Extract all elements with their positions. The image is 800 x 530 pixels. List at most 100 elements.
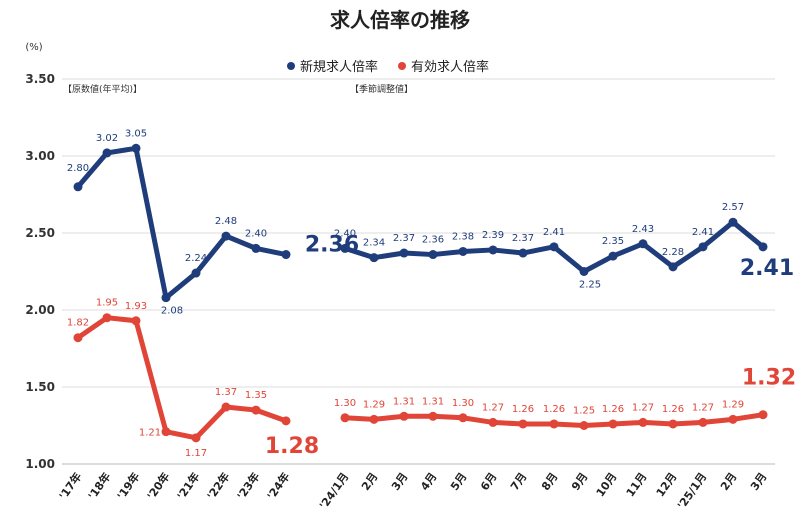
data-label: 2.34 <box>363 238 385 249</box>
data-label: 1.35 <box>245 390 267 401</box>
series-lines <box>75 145 766 441</box>
data-label: 1.93 <box>125 301 147 312</box>
series-line <box>75 145 289 301</box>
data-point <box>608 251 618 261</box>
data-point <box>251 405 261 415</box>
x-tick-label: 6月 <box>478 470 499 493</box>
x-tick-label: 7月 <box>508 470 529 493</box>
x-tick-label: 4月 <box>418 470 439 493</box>
data-label: 1.29 <box>363 399 385 410</box>
data-label-emphasis: 2.41 <box>740 256 794 281</box>
x-tick-label: '18年 <box>85 470 113 502</box>
data-point <box>728 217 738 227</box>
data-point <box>698 417 708 427</box>
note-seasonal: 【季節調整値】 <box>350 83 413 95</box>
legend-marker-new <box>287 62 295 70</box>
data-label: 1.26 <box>602 404 624 415</box>
data-label: 1.27 <box>632 402 654 413</box>
data-point <box>191 433 201 443</box>
data-label: 1.30 <box>334 398 356 409</box>
data-point <box>428 250 438 260</box>
data-point <box>668 262 678 272</box>
data-label: 2.24 <box>185 253 207 264</box>
x-tick-label: 10月 <box>594 470 620 499</box>
data-label: 2.36 <box>422 235 444 246</box>
data-point <box>191 268 201 278</box>
data-point <box>549 419 559 429</box>
data-label: 2.40 <box>245 228 267 239</box>
y-tick-label: 2.50 <box>25 226 55 240</box>
data-label: 1.27 <box>692 402 714 413</box>
data-label: 1.31 <box>422 396 444 407</box>
data-label: 1.26 <box>662 404 684 415</box>
data-point <box>608 419 618 429</box>
data-label-emphasis: 2.36 <box>305 233 359 258</box>
data-point <box>369 414 379 424</box>
y-tick-label: 1.00 <box>25 457 55 471</box>
x-tick-label: 8月 <box>539 470 560 493</box>
data-point <box>251 243 261 253</box>
x-tick-label: 9月 <box>569 470 590 493</box>
data-label: 2.41 <box>543 227 565 238</box>
data-label: 1.17 <box>185 448 207 459</box>
data-label: 1.30 <box>452 398 474 409</box>
grid <box>62 78 775 465</box>
x-tick-label: 2月 <box>359 470 380 493</box>
x-tick-label: '17年 <box>56 470 84 502</box>
data-point <box>638 239 648 249</box>
legend-label-new: 新規求人倍率 <box>300 59 378 75</box>
series-points <box>73 143 768 443</box>
data-label: 2.80 <box>67 163 89 174</box>
data-point <box>458 413 468 423</box>
data-label: 2.41 <box>692 227 714 238</box>
data-point <box>399 248 409 258</box>
data-point <box>131 316 141 326</box>
x-tick-label: 3月 <box>389 470 410 493</box>
x-tick-label: '23年 <box>234 470 262 502</box>
data-point <box>488 245 498 255</box>
data-label: 1.25 <box>573 406 595 417</box>
legend-marker-effective <box>398 62 406 70</box>
note-annual: 【原数値(年平均)】 <box>63 83 142 95</box>
data-label: 1.27 <box>482 402 504 413</box>
y-tick-label: 1.50 <box>25 380 55 394</box>
data-point <box>518 419 528 429</box>
data-point <box>221 402 231 412</box>
data-point <box>131 143 141 153</box>
x-tick-label: '22年 <box>204 470 232 502</box>
y-tick-label: 3.50 <box>25 72 55 86</box>
data-label: 2.57 <box>722 202 744 213</box>
data-point <box>369 253 379 263</box>
x-tick-label: 3月 <box>748 470 769 493</box>
y-axis: 1.00 1.50 2.00 2.50 3.00 3.50 <box>25 72 55 471</box>
data-label: 1.31 <box>393 396 415 407</box>
data-label: 2.37 <box>512 233 534 244</box>
x-tick-label: 11月 <box>624 470 650 499</box>
data-point <box>549 242 559 252</box>
data-point <box>281 250 291 260</box>
data-point <box>638 417 648 427</box>
data-point <box>728 414 738 424</box>
data-label: 2.43 <box>632 224 654 235</box>
data-point <box>161 293 171 303</box>
data-label: 1.95 <box>96 298 118 309</box>
x-tick-label: '19年 <box>114 470 142 502</box>
data-label-emphasis: 1.32 <box>742 366 796 391</box>
data-label: 2.40 <box>334 228 356 239</box>
y-axis-unit: (%) <box>25 42 42 53</box>
x-tick-label: 5月 <box>448 470 469 493</box>
data-label: 2.38 <box>452 231 474 242</box>
data-labels: 2.803.02 3.052.082.242.482.40 2.362.402.34… <box>67 128 796 459</box>
data-point <box>161 427 171 437</box>
data-label: 2.08 <box>161 306 183 317</box>
data-label: 1.26 <box>543 404 565 415</box>
data-point <box>698 242 708 252</box>
data-point <box>221 231 231 241</box>
y-tick-label: 2.00 <box>25 303 55 317</box>
data-point <box>281 416 291 426</box>
y-tick-label: 3.00 <box>25 149 55 163</box>
data-point <box>399 411 409 421</box>
data-label: 2.48 <box>215 216 237 227</box>
data-label: 2.25 <box>579 280 601 291</box>
data-point <box>102 148 112 158</box>
